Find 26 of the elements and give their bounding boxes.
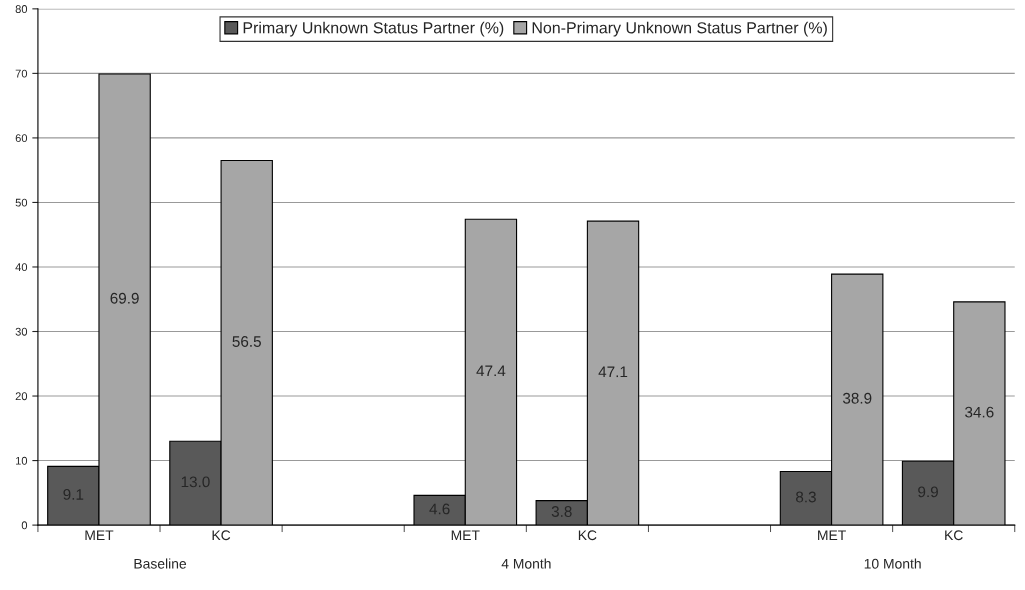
x-tick-label: MET	[451, 530, 480, 541]
x-tick-label: MET	[85, 530, 114, 541]
y-tick-label: 70	[15, 69, 28, 78]
y-tick-label: 20	[15, 392, 28, 401]
y-tick-label: 40	[15, 263, 28, 272]
legend-label: Non-Primary Unknown Status Partner (%)	[532, 21, 827, 37]
data-label: 69.9	[110, 292, 139, 304]
y-tick-label: 50	[15, 198, 28, 207]
text: 4 Month	[501, 558, 551, 569]
y-tick-label: 0	[21, 521, 28, 530]
y-tick-label: 10	[16, 456, 28, 465]
y-tick-label: 60	[15, 134, 28, 143]
text: Baseline	[134, 558, 187, 569]
data-label: 38.9	[842, 392, 872, 404]
legend-label: Primary Unknown Status Partner (%)	[243, 21, 504, 37]
x-tick-label: MET	[818, 530, 846, 541]
y-tick-label: 30	[15, 327, 28, 336]
data-label: 47.1	[598, 366, 628, 378]
data-label: 47.4	[476, 365, 506, 377]
x-tick-label: KC	[945, 530, 963, 541]
data-label: 34.6	[965, 406, 994, 418]
data-label: 56.5	[232, 336, 261, 347]
y-tick-label: 80	[15, 5, 28, 13]
text: 10 Month	[864, 558, 921, 569]
x-tick-label: KC	[578, 530, 597, 541]
x-tick-label: KC	[212, 530, 231, 541]
